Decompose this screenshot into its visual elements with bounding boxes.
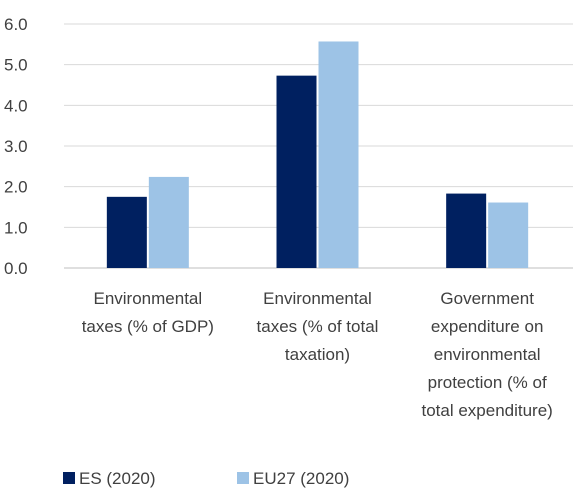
category-label: Government expenditure on environmental pro… bbox=[421, 289, 552, 420]
y-tick-label: 6.0 bbox=[4, 15, 28, 34]
y-tick-label: 2.0 bbox=[4, 178, 28, 197]
bar-eu27 bbox=[318, 41, 359, 269]
x-axis-category-labels: Environmental taxes (% of GDP) Environment… bbox=[82, 289, 553, 420]
legend-swatch bbox=[63, 472, 75, 484]
y-tick-label: 1.0 bbox=[4, 218, 28, 237]
category-label: Environmental taxes (% of GDP) bbox=[82, 289, 214, 336]
legend-swatch bbox=[237, 472, 249, 484]
bar-es bbox=[446, 193, 487, 268]
y-tick-label: 5.0 bbox=[4, 56, 28, 75]
bar-es bbox=[276, 75, 317, 268]
bar-eu27 bbox=[148, 176, 189, 268]
y-tick-label: 0.0 bbox=[4, 259, 28, 278]
legend-label: ES (2020) bbox=[79, 469, 156, 488]
y-axis-tick-labels: 0.0 1.0 2.0 3.0 4.0 5.0 6.0 bbox=[4, 15, 28, 278]
bars bbox=[106, 41, 529, 269]
y-tick-label: 3.0 bbox=[4, 137, 28, 156]
legend-label: EU27 (2020) bbox=[253, 469, 349, 488]
bar-es bbox=[106, 196, 147, 268]
legend: ES (2020) EU27 (2020) bbox=[63, 469, 349, 488]
bar-eu27 bbox=[488, 202, 529, 268]
y-tick-label: 4.0 bbox=[4, 96, 28, 115]
category-label: Environmental taxes (% of total taxation) bbox=[257, 289, 379, 364]
